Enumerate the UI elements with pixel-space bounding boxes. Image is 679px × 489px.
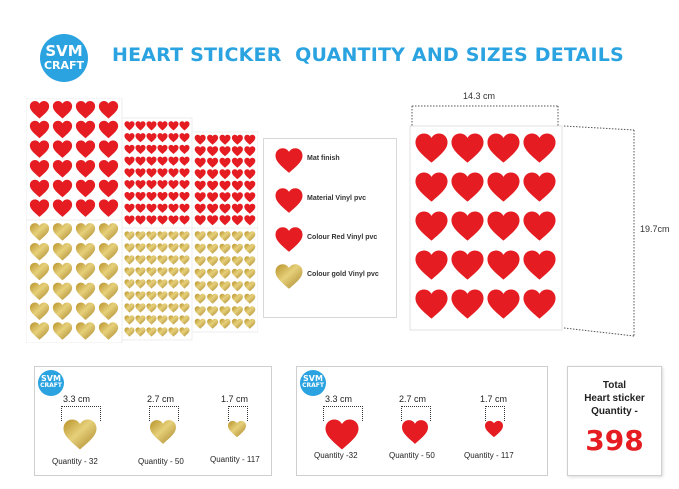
quantity-label: Quantity - 117: [210, 455, 260, 464]
legend-label: Material Vinyl pvc: [307, 195, 367, 202]
legend-item-colour-gold: Colour gold Vinyl pvc: [274, 263, 379, 295]
heart-icon: [275, 264, 303, 289]
sticker-sheet: [26, 219, 123, 343]
size-bracket: [61, 406, 101, 421]
quantity-label: Quantity - 32: [52, 457, 98, 466]
gold-heart-large-icon: [63, 419, 97, 450]
size-bracket: [401, 406, 431, 421]
size-label: 1.7 cm: [480, 394, 508, 404]
page-title: HEART STICKER QUANTITY AND SIZES DETAILS: [112, 44, 624, 66]
logo-line1: SVM: [45, 42, 83, 60]
total-value: 398: [585, 424, 644, 457]
legend-card: Mat finish Material Vinyl pvc Colour Red…: [263, 138, 397, 318]
width-dimension-label: 14.3 cm: [463, 91, 496, 101]
gold-heart-medium-icon: [150, 420, 176, 444]
total-label-line2: Heart sticker: [584, 393, 645, 404]
legend-label: Mat finish: [307, 155, 340, 162]
height-dimension-label: 19.7cm: [640, 224, 670, 234]
quantity-label: Quantity - 50: [138, 457, 184, 466]
size-bracket: [323, 406, 363, 421]
heart-icon: [275, 188, 303, 213]
quantity-label: Quantity - 50: [389, 451, 435, 460]
legend-item-material: Material Vinyl pvc: [274, 187, 366, 219]
red-heart-medium-icon: [402, 420, 428, 444]
heart-icon: [275, 227, 303, 252]
legend-label: Colour gold Vinyl pvc: [307, 271, 379, 278]
size-label: 2.7 cm: [399, 394, 427, 404]
legend-label: Colour Red Vinyl pvc: [307, 234, 378, 241]
svm-craft-logo-small: SVM CRAFT: [38, 370, 64, 396]
quantity-label: Quantity - 117: [464, 451, 514, 460]
logo-line2: CRAFT: [40, 382, 62, 389]
logo-line2: CRAFT: [43, 59, 85, 72]
logo-line1: SVM: [303, 374, 323, 383]
gold-heart-small-icon: [228, 420, 246, 438]
size-label: 1.7 cm: [221, 394, 249, 404]
quantity-label: Quantity -32: [314, 451, 358, 460]
total-label: Total: [602, 380, 627, 391]
svm-craft-logo: SVM CRAFT: [40, 34, 88, 82]
total-label-line3: Quantity -: [591, 406, 638, 417]
logo-line1: SVM: [41, 374, 61, 383]
large-sheet-diagram: [409, 105, 635, 337]
size-bracket: [149, 406, 179, 421]
size-label: 2.7 cm: [147, 394, 175, 404]
svm-craft-logo-small: SVM CRAFT: [300, 370, 326, 396]
size-bracket: [485, 406, 505, 421]
logo-line2: CRAFT: [302, 382, 324, 389]
total-quantity-box: Total Heart sticker Quantity - 398: [567, 366, 662, 476]
legend-item-colour-red: Colour Red Vinyl pvc: [274, 226, 377, 258]
sticker-sheet: [191, 227, 258, 333]
red-heart-small-icon: [485, 420, 503, 438]
sticker-sheets-collage: [26, 98, 258, 343]
size-bracket: [228, 406, 248, 421]
red-sizes-panel: SVM CRAFT 3.3 cm Quantity -32 2.7 cm Qua…: [296, 366, 548, 476]
size-label: 3.3 cm: [325, 394, 353, 404]
red-heart-large-icon: [325, 419, 359, 450]
legend-item-mat-finish: Mat finish: [274, 147, 340, 179]
heart-icon: [275, 148, 303, 173]
gold-sizes-panel: SVM CRAFT 3.3 cm Quantity - 32 2.7 cm Qu…: [34, 366, 272, 476]
sticker-sheet: [26, 98, 123, 221]
size-label: 3.3 cm: [63, 394, 91, 404]
